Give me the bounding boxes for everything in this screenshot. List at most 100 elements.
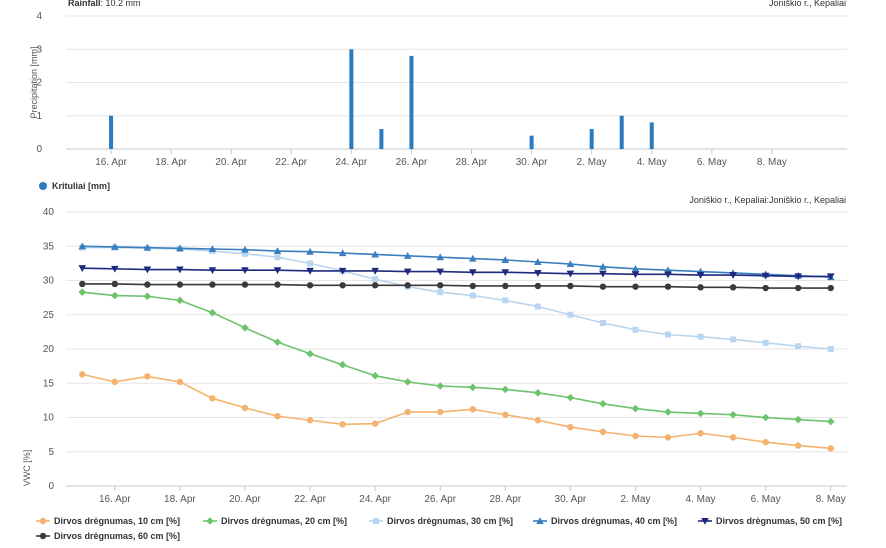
moisture-legend-item[interactable]: Dirvos drėgnumas, 20 cm [%]	[203, 516, 347, 526]
moisture-data-point[interactable]	[241, 267, 249, 275]
moisture-data-point[interactable]	[209, 395, 216, 402]
moisture-data-point[interactable]	[501, 256, 510, 263]
moisture-data-point[interactable]	[306, 267, 314, 275]
moisture-legend-item[interactable]: Dirvos drėgnumas, 30 cm [%]	[369, 516, 513, 526]
moisture-data-point[interactable]	[111, 291, 119, 300]
moisture-data-point[interactable]	[696, 409, 705, 418]
moisture-data-point[interactable]	[697, 333, 704, 340]
moisture-data-point[interactable]	[468, 269, 477, 277]
moisture-legend-marker[interactable]	[536, 517, 544, 524]
moisture-data-point[interactable]	[534, 389, 542, 397]
moisture-data-point[interactable]	[534, 417, 542, 424]
moisture-series-line[interactable]	[82, 246, 831, 350]
moisture-data-point[interactable]	[403, 378, 412, 386]
moisture-legend-marker[interactable]	[39, 532, 47, 540]
moisture-data-point[interactable]	[306, 247, 314, 255]
moisture-data-point[interactable]	[436, 253, 445, 261]
moisture-data-point[interactable]	[599, 263, 607, 270]
moisture-data-point[interactable]	[599, 400, 607, 408]
moisture-data-point[interactable]	[469, 292, 476, 299]
moisture-data-point[interactable]	[338, 249, 347, 257]
moisture-data-point[interactable]	[176, 378, 184, 386]
moisture-data-point[interactable]	[111, 265, 119, 273]
moisture-data-point[interactable]	[274, 412, 281, 420]
moisture-data-point[interactable]	[338, 267, 347, 275]
moisture-data-point[interactable]	[566, 270, 575, 278]
moisture-data-point[interactable]	[566, 260, 575, 268]
moisture-data-point[interactable]	[762, 339, 769, 346]
moisture-data-point[interactable]	[632, 283, 639, 290]
moisture-data-point[interactable]	[111, 280, 119, 288]
moisture-data-point[interactable]	[338, 360, 347, 369]
moisture-data-point[interactable]	[794, 284, 802, 292]
moisture-data-point[interactable]	[437, 289, 444, 296]
moisture-legend-marker[interactable]	[373, 518, 379, 524]
moisture-data-point[interactable]	[437, 282, 444, 289]
moisture-data-point[interactable]	[241, 250, 248, 257]
moisture-data-point[interactable]	[176, 281, 184, 288]
moisture-data-point[interactable]	[826, 417, 835, 426]
moisture-data-point[interactable]	[631, 271, 640, 279]
moisture-data-point[interactable]	[78, 288, 87, 296]
moisture-data-point[interactable]	[469, 282, 476, 290]
moisture-data-point[interactable]	[111, 243, 119, 250]
moisture-data-point[interactable]	[274, 254, 281, 261]
moisture-data-point[interactable]	[567, 423, 574, 431]
moisture-data-point[interactable]	[436, 382, 445, 390]
rainfall-bar[interactable]	[379, 129, 384, 149]
moisture-data-point[interactable]	[826, 273, 835, 281]
moisture-data-point[interactable]	[794, 273, 802, 281]
moisture-data-point[interactable]	[404, 282, 411, 289]
moisture-data-point[interactable]	[534, 303, 541, 310]
moisture-data-point[interactable]	[827, 445, 834, 452]
moisture-legend-marker[interactable]	[39, 517, 47, 525]
moisture-data-point[interactable]	[79, 371, 86, 378]
moisture-data-point[interactable]	[599, 270, 607, 278]
moisture-legend-item[interactable]: Dirvos drėgnumas, 10 cm [%]	[36, 516, 180, 526]
moisture-data-point[interactable]	[696, 272, 705, 279]
moisture-data-point[interactable]	[729, 410, 737, 419]
moisture-data-point[interactable]	[437, 408, 444, 416]
moisture-data-point[interactable]	[567, 311, 574, 318]
moisture-data-point[interactable]	[403, 252, 412, 259]
rainfall-bar[interactable]	[589, 129, 594, 149]
moisture-series-line[interactable]	[82, 283, 831, 289]
rainfall-legend-item[interactable]: Krituliai [mm]	[39, 181, 110, 191]
moisture-data-point[interactable]	[404, 408, 411, 416]
moisture-data-point[interactable]	[339, 282, 346, 289]
rainfall-bar[interactable]	[409, 55, 414, 149]
moisture-legend-item[interactable]: Dirvos drėgnumas, 50 cm [%]	[698, 516, 842, 526]
moisture-data-point[interactable]	[371, 267, 379, 275]
moisture-data-point[interactable]	[209, 281, 216, 288]
moisture-data-point[interactable]	[664, 408, 672, 416]
moisture-data-point[interactable]	[144, 373, 151, 380]
moisture-data-point[interactable]	[664, 434, 672, 441]
moisture-data-point[interactable]	[78, 242, 87, 250]
moisture-series-line[interactable]	[82, 267, 831, 278]
moisture-data-point[interactable]	[241, 245, 249, 253]
moisture-data-point[interactable]	[631, 404, 640, 413]
moisture-data-point[interactable]	[664, 271, 672, 279]
moisture-data-point[interactable]	[208, 308, 217, 317]
moisture-data-point[interactable]	[795, 343, 802, 350]
moisture-data-point[interactable]	[468, 254, 477, 262]
moisture-data-point[interactable]	[436, 268, 445, 276]
moisture-data-point[interactable]	[762, 284, 769, 292]
moisture-data-point[interactable]	[307, 260, 314, 267]
moisture-data-point[interactable]	[469, 406, 476, 413]
moisture-data-point[interactable]	[599, 283, 607, 290]
moisture-data-point[interactable]	[111, 378, 119, 386]
rainfall-bar[interactable]	[619, 115, 624, 149]
moisture-series-line[interactable]	[82, 245, 831, 278]
moisture-data-point[interactable]	[632, 432, 639, 440]
moisture-data-point[interactable]	[339, 421, 346, 428]
moisture-data-point[interactable]	[241, 281, 249, 288]
moisture-data-point[interactable]	[534, 282, 542, 290]
moisture-data-point[interactable]	[761, 413, 770, 422]
moisture-data-point[interactable]	[372, 276, 379, 283]
moisture-data-point[interactable]	[274, 281, 281, 288]
moisture-legend-item[interactable]: Dirvos drėgnumas, 40 cm [%]	[533, 516, 677, 526]
moisture-data-point[interactable]	[827, 346, 834, 352]
rainfall-bar[interactable]	[109, 115, 114, 149]
moisture-data-point[interactable]	[371, 250, 379, 258]
